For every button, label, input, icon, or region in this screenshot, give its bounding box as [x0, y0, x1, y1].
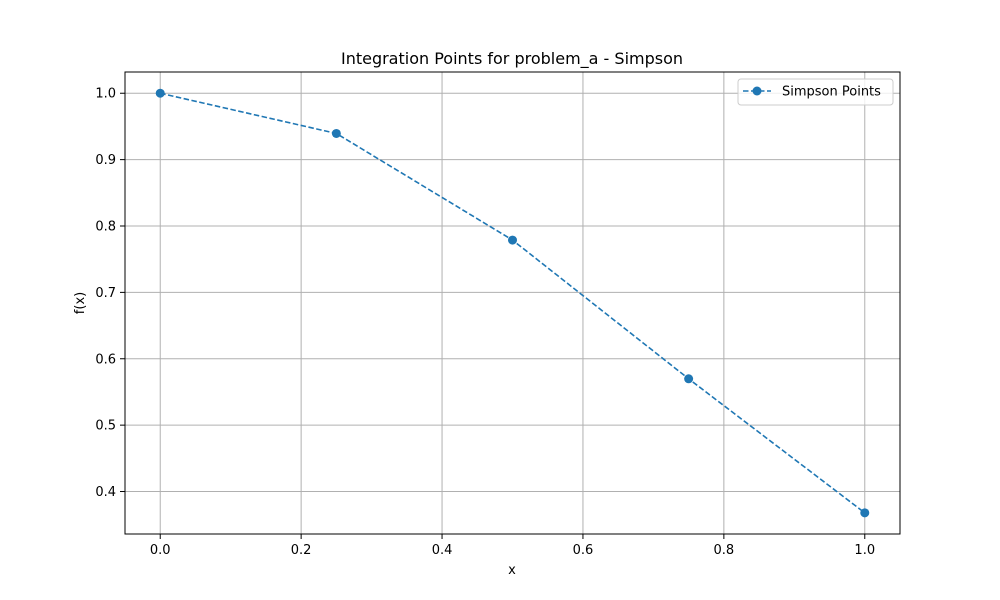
x-tick-label: 1.0	[854, 543, 875, 558]
y-axis-label: f(x)	[73, 292, 88, 314]
legend-marker-swatch	[752, 86, 762, 96]
y-tick-label: 0.4	[95, 485, 116, 500]
ticks: 0.0 0.2 0.4 0.6 0.8 1.0 0.4 0.5 0.6 0.7 0.8 0.9 1.0	[95, 87, 875, 558]
y-tick-label: 0.5	[95, 419, 116, 434]
legend-entry-label: Simpson Points	[782, 85, 881, 100]
legend: Simpson Points	[737, 78, 894, 106]
x-tick-label: 0.6	[573, 543, 594, 558]
plot-frame	[124, 71, 901, 535]
legend-box	[737, 78, 894, 106]
x-tick-label: 0.8	[714, 543, 735, 558]
data-point-marker	[860, 508, 870, 518]
data-point-marker	[155, 88, 165, 98]
x-tick-label: 0.2	[291, 543, 312, 558]
x-axis-label: x	[508, 563, 516, 578]
chart-title: Integration Points for problem_a - Simps…	[341, 49, 683, 69]
y-tick-label: 1.0	[95, 87, 116, 102]
x-tick-label: 0.4	[432, 543, 453, 558]
grid	[125, 72, 900, 534]
data-point-marker	[331, 128, 341, 138]
data-point-marker	[684, 374, 694, 384]
x-tick-label: 0.0	[150, 543, 171, 558]
y-tick-label: 0.9	[95, 153, 116, 168]
data-point-marker	[508, 235, 517, 245]
series-layer	[155, 88, 870, 518]
y-tick-label: 0.6	[95, 352, 116, 367]
y-tick-label: 0.7	[95, 286, 116, 301]
y-tick-label: 0.8	[95, 220, 116, 235]
